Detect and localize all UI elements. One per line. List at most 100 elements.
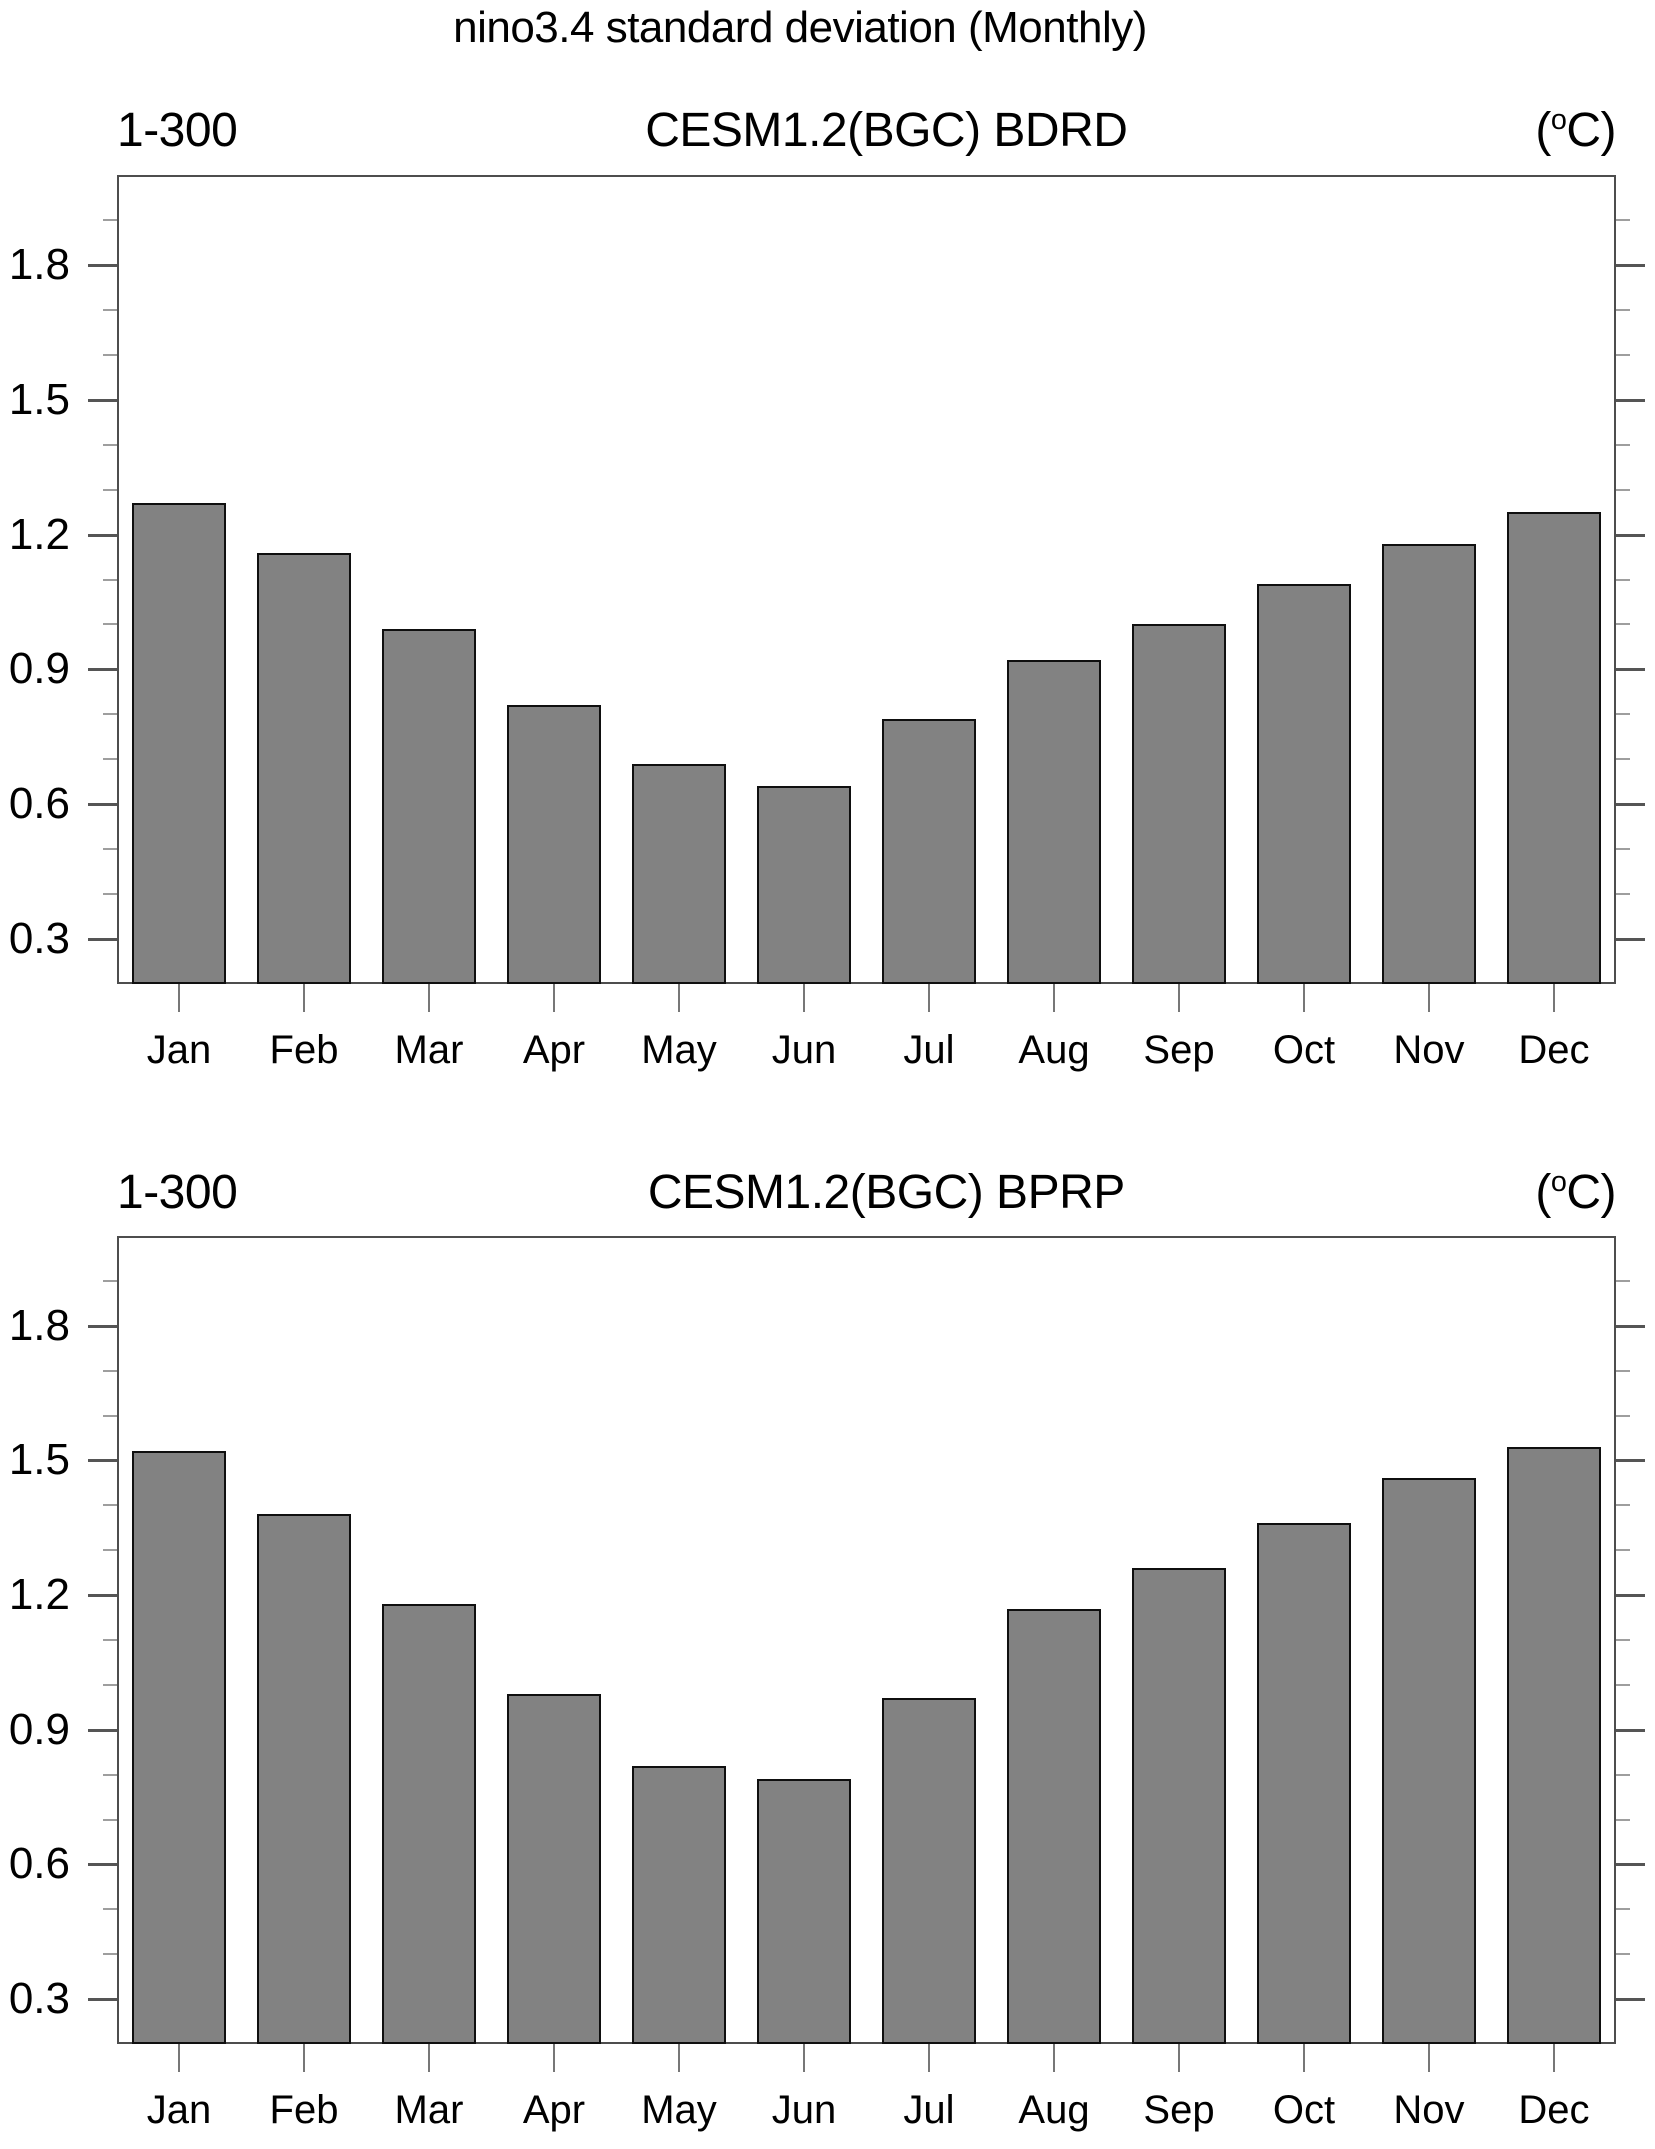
y-tick-major [88,668,117,671]
y-tick-major-right [1616,264,1645,267]
x-category-tick [803,2044,805,2072]
y-tick-minor-right [1616,1504,1630,1506]
unit-close: C) [1566,104,1616,157]
x-tick-label: Mar [394,2088,464,2132]
main-title: nino3.4 standard deviation (Monthly) [453,3,1147,52]
x-tick-label: Mar [394,1028,464,1072]
plot-area-bdrd [117,175,1616,984]
y-tick-minor-right [1616,354,1630,356]
y-tick-minor [103,444,117,446]
y-tick-label: 0.6 [8,779,70,828]
degree-symbol: o [1550,104,1567,136]
range-label: 1-300 [117,104,238,157]
y-tick-major-right [1616,1594,1645,1597]
y-tick-major-right [1616,399,1645,402]
y-tick-minor-right [1616,444,1630,446]
y-tick-major [88,534,117,537]
panel-header: 1-300 CESM1.2(BGC) BDRD (oC) [117,95,1616,155]
y-tick-minor [103,848,117,850]
bar [1382,544,1476,984]
x-category-tick [1428,2044,1430,2072]
bar [382,1604,476,2044]
y-tick-minor [103,354,117,356]
bar [1132,1568,1226,2044]
y-tick-minor [103,1370,117,1372]
y-tick-minor-right [1616,1549,1630,1551]
x-tick-label: Apr [522,2088,586,2132]
plot-area-bprp [117,1236,1616,2044]
x-category-tick [1303,984,1305,1012]
y-tick-minor [103,1953,117,1955]
x-category-tick [928,2044,930,2072]
y-tick-major [88,1459,117,1462]
x-category-tick [1553,2044,1555,2072]
y-tick-minor [103,219,117,221]
x-category-tick [1178,984,1180,1012]
y-tick-minor [103,1504,117,1506]
x-tick-label: May [641,1028,717,1072]
x-tick-label: Sep [1143,2088,1215,2132]
y-tick-major-right [1616,1863,1645,1866]
y-tick-minor [103,758,117,760]
y-tick-minor-right [1616,1908,1630,1910]
x-tick-label: Oct [1272,1028,1336,1072]
x-category-tick [678,2044,680,2072]
y-tick-major-right [1616,1998,1645,2001]
x-tick-label: Jul [903,1028,955,1072]
x-category-tick [1053,984,1055,1012]
y-tick-major-right [1616,668,1645,671]
x-category-tick [1178,2044,1180,2072]
y-tick-major-right [1616,803,1645,806]
y-tick-label: 0.3 [8,1974,70,2023]
y-tick-label: 0.9 [8,644,70,693]
x-tick-label: Sep [1143,1028,1215,1072]
bar [1507,1447,1601,2044]
y-tick-major [88,1325,117,1328]
y-tick-minor [103,489,117,491]
y-tick-minor-right [1616,1774,1630,1776]
panel-title: CESM1.2(BGC) BPRP [647,1166,1125,1219]
y-tick-minor-right [1616,758,1630,760]
y-tick-major [88,264,117,267]
y-tick-minor [103,713,117,715]
bar [1382,1478,1476,2044]
unit-label: (oC) [1535,104,1616,157]
bar [507,1694,601,2044]
y-tick-minor [103,1684,117,1686]
unit-open: ( [1535,1166,1551,1219]
y-tick-minor-right [1616,1415,1630,1417]
y-tick-minor-right [1616,579,1630,581]
x-tick-label: Oct [1272,2088,1336,2132]
x-tick-label: Feb [269,1028,339,1072]
x-tick-label: Apr [522,1028,586,1072]
x-tick-label: Jun [771,1028,837,1072]
unit-close: C) [1566,1166,1616,1219]
bar [382,629,476,984]
x-category-tick [928,984,930,1012]
range-label: 1-300 [117,1166,238,1219]
y-tick-minor-right [1616,1370,1630,1372]
y-tick-label: 0.9 [8,1705,70,1754]
y-tick-label: 1.8 [8,1301,70,1350]
y-tick-major-right [1616,1729,1645,1732]
bar [1507,512,1601,984]
bar [257,553,351,984]
y-tick-minor [103,1280,117,1282]
y-tick-minor-right [1616,1280,1630,1282]
y-tick-minor [103,623,117,625]
x-category-tick [1553,984,1555,1012]
y-tick-minor-right [1616,219,1630,221]
bar [757,1779,851,2044]
y-tick-minor [103,1549,117,1551]
bar [882,719,976,984]
bar [1132,624,1226,984]
bar [632,1766,726,2044]
y-tick-minor-right [1616,893,1630,895]
y-tick-minor-right [1616,489,1630,491]
y-tick-label: 0.6 [8,1839,70,1888]
x-tick-label: Aug [1018,1028,1090,1072]
x-category-tick [303,984,305,1012]
y-tick-major [88,803,117,806]
y-tick-minor-right [1616,1684,1630,1686]
